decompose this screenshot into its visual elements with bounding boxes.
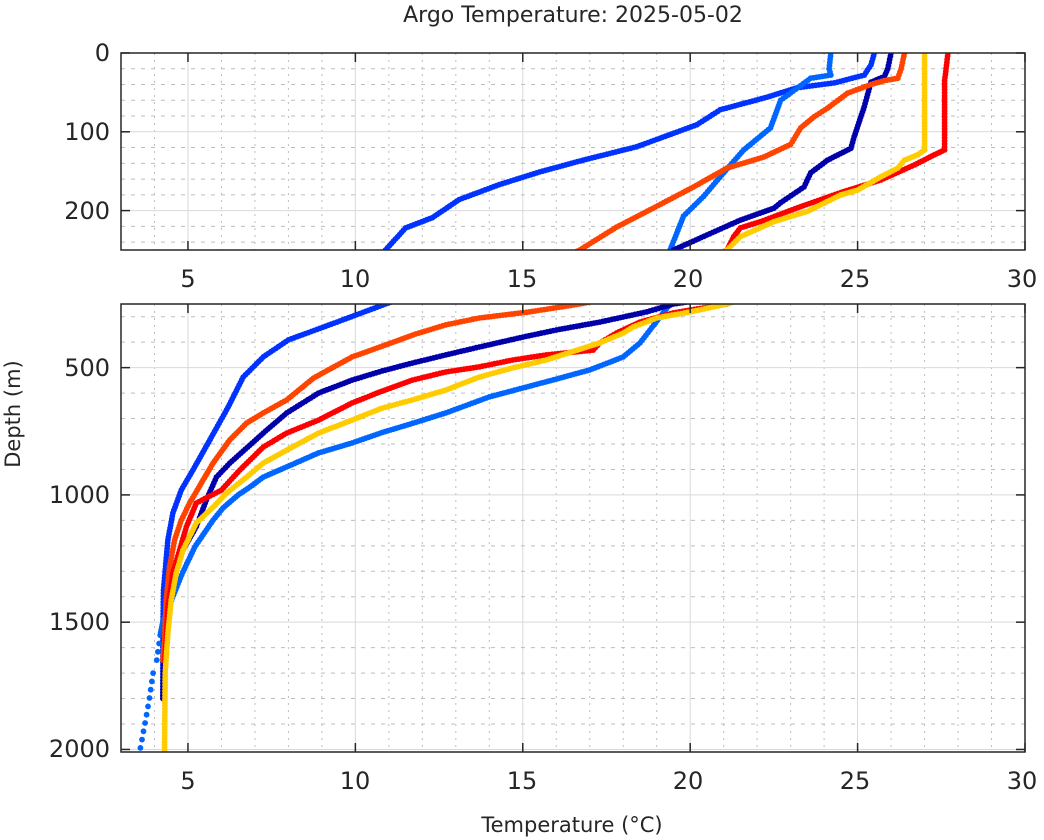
profile-light-blue-point (137, 745, 144, 751)
profile-orange-point (594, 298, 600, 304)
profile-orange-point (569, 251, 575, 257)
profile-light-blue-point (155, 648, 161, 655)
upper-xtick-label: 15 (507, 265, 538, 293)
lower-grid (120, 304, 1026, 752)
profile-light-blue-point (156, 640, 163, 647)
upper-plot-area (121, 53, 1025, 250)
chart-title: Argo Temperature: 2025-05-02 (403, 3, 743, 28)
profile-light-blue-point (153, 657, 160, 663)
profile-light-blue-point (150, 670, 157, 676)
profile-light-blue-point (139, 736, 145, 743)
x-axis-label: Temperature (°C) (480, 813, 662, 837)
profile-yellow-upper (719, 53, 928, 256)
lower-xtick-label: 15 (507, 767, 538, 795)
lower-xtick-label: 5 (180, 767, 195, 795)
profile-red-point (720, 249, 723, 250)
profile-blue-upper (381, 53, 878, 250)
profile-light-blue-point (143, 711, 150, 718)
profile-navy-point (692, 298, 698, 304)
profile-light-blue-point (142, 720, 149, 726)
lower-ytick-label: 1500 (49, 608, 110, 636)
lower-ticks (121, 304, 1026, 752)
profile-yellow-lower (161, 298, 741, 752)
profile-orange-point (593, 304, 595, 305)
upper-ytick-label: 0 (95, 39, 110, 67)
profile-yellow-point (735, 298, 741, 304)
upper-ticks (121, 52, 1026, 250)
y-axis-label: Depth (m) (1, 360, 25, 467)
upper-xtick-label: 30 (1007, 265, 1038, 293)
upper-data-marks (381, 53, 951, 257)
profile-yellow-point (161, 747, 168, 752)
lower-xtick-label: 20 (673, 767, 704, 795)
lower-ytick-label: 2000 (49, 735, 110, 763)
profile-blue-point (391, 298, 397, 304)
profile-navy-point (695, 298, 701, 304)
upper-ytick-label: 200 (64, 197, 110, 225)
upper-ytick-label: 100 (64, 118, 110, 146)
profile-light-blue-point (149, 678, 155, 685)
profile-yellow-point (719, 250, 725, 256)
lower-plot-area (121, 304, 1025, 752)
lower-ytick-label: 500 (64, 354, 110, 382)
lower-xtick-label: 10 (340, 767, 371, 795)
upper-axes-box (120, 52, 1026, 251)
profile-light-blue-upper (667, 53, 834, 256)
profile-orange-point (597, 297, 603, 303)
profile-light-blue-point (147, 686, 154, 693)
upper-panel: 5 10 15 20 25 30 0 100 200 (64, 39, 1037, 293)
profile-light-blue-point (146, 695, 153, 701)
lower-panel: 5 10 15 20 25 30 500 1000 1500 2000 (49, 297, 1038, 795)
profile-navy-point (698, 297, 704, 303)
profile-light-blue-point (157, 632, 164, 639)
profile-red-point (729, 298, 735, 304)
upper-xtick-label: 10 (340, 265, 371, 293)
upper-xtick-label: 25 (840, 265, 871, 293)
lower-xtick-label: 30 (1007, 767, 1038, 795)
upper-xtick-label: 5 (180, 265, 195, 293)
profile-light-blue-point (672, 298, 678, 304)
lower-axes-box (120, 303, 1026, 753)
lower-data-marks (137, 297, 741, 752)
lower-ytick-label: 1000 (49, 481, 110, 509)
lower-xtick-label: 25 (840, 767, 871, 795)
profile-light-blue-point (667, 250, 673, 256)
profile-light-blue-point (145, 703, 151, 710)
profile-orange-upper (569, 53, 908, 257)
profile-light-blue-point (140, 728, 147, 735)
upper-xtick-label: 20 (673, 265, 704, 293)
